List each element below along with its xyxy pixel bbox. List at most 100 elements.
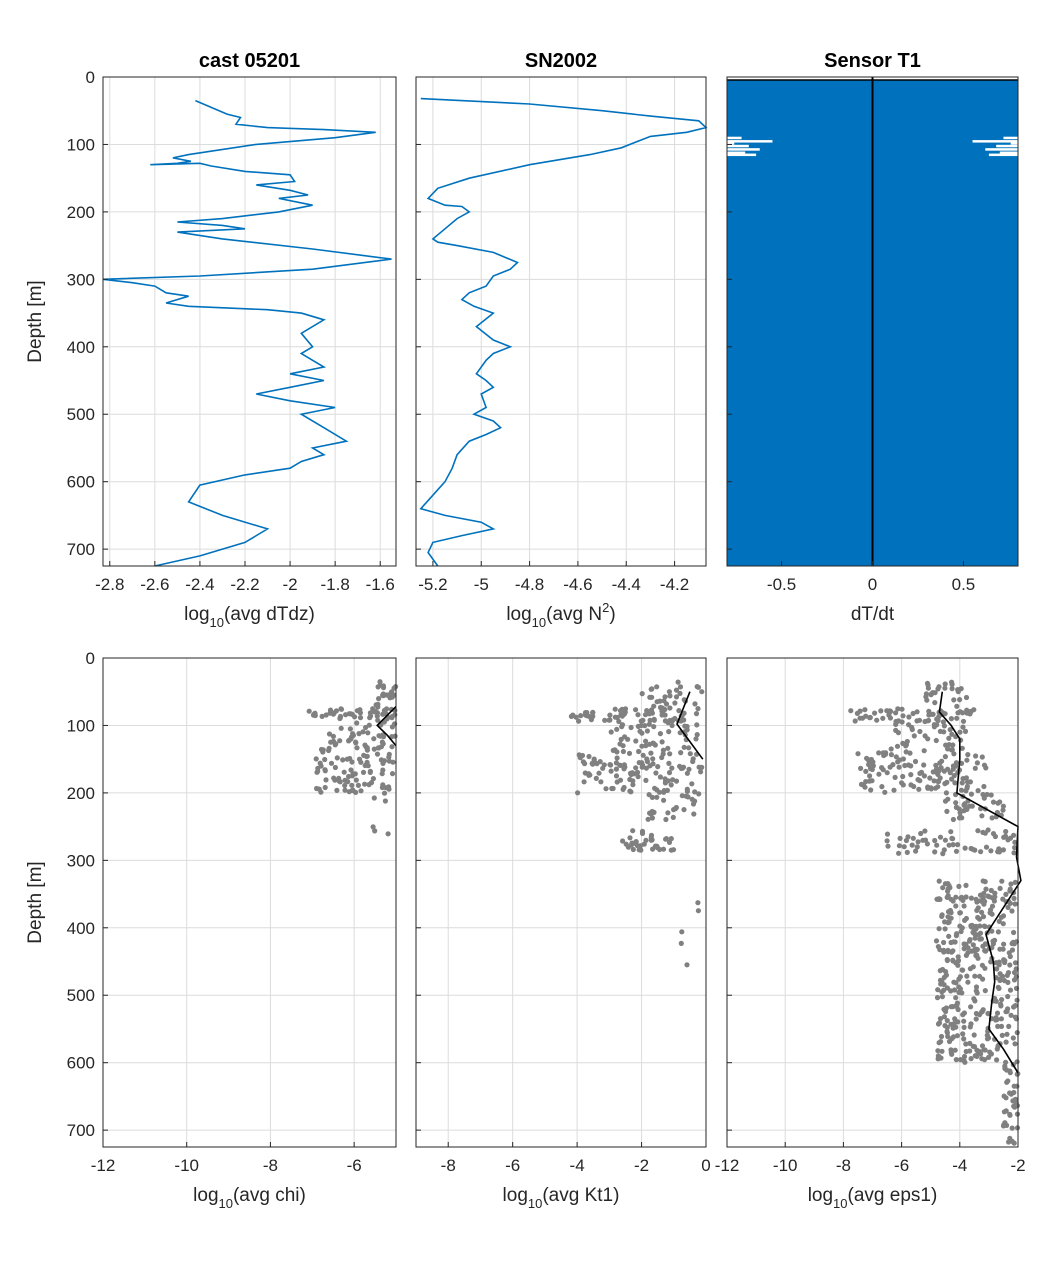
x-tick-label: -2 xyxy=(1010,1156,1025,1175)
scatter-point xyxy=(1014,1030,1020,1036)
scatter-point xyxy=(371,746,377,752)
scatter-point xyxy=(973,753,979,759)
scatter-point xyxy=(1006,1139,1012,1145)
scatter-point xyxy=(935,944,942,950)
scatter-point xyxy=(972,935,978,941)
scatter-point xyxy=(389,744,395,750)
scatter-point xyxy=(956,883,962,890)
scatter-point xyxy=(1000,807,1006,813)
scatter-point xyxy=(868,756,875,763)
scatter-point xyxy=(998,1023,1005,1029)
y-tick-label: 0 xyxy=(86,649,95,668)
scatter-point xyxy=(633,707,639,713)
x-axis-label: log10(avg chi) xyxy=(193,1185,306,1211)
scatter-point xyxy=(603,786,609,792)
scatter-point xyxy=(975,905,981,911)
scatter-point xyxy=(1005,1006,1011,1012)
scatter-point xyxy=(333,741,339,747)
y-tick-label: 400 xyxy=(67,919,95,938)
y-tick-label: 700 xyxy=(67,540,95,559)
scatter-point xyxy=(982,1057,988,1063)
scatter-point xyxy=(389,724,395,730)
scatter-point xyxy=(872,710,878,716)
scatter-point xyxy=(651,740,657,747)
scatter-point xyxy=(942,926,948,932)
scatter-point xyxy=(653,770,659,776)
scatter-point xyxy=(954,703,960,709)
scatter-point xyxy=(629,840,635,846)
x-tick-label: -8 xyxy=(263,1156,278,1175)
scatter-point xyxy=(864,755,870,761)
x-label-subscript: 10 xyxy=(528,1196,542,1211)
scatter-point xyxy=(922,718,928,725)
scatter-point xyxy=(988,1051,995,1057)
scatter-point xyxy=(981,783,987,790)
scatter-point xyxy=(960,710,966,716)
x-label-text-end: ) xyxy=(609,604,615,625)
scatter-point xyxy=(619,713,625,719)
scatter-point xyxy=(955,962,961,968)
scatter-point xyxy=(639,764,645,770)
scatter-point xyxy=(910,710,916,717)
scatter-point xyxy=(870,763,877,769)
scatter-point xyxy=(379,784,385,791)
scatter-point xyxy=(948,896,954,902)
scatter-point xyxy=(964,806,970,813)
scatter-point xyxy=(937,977,944,983)
scatter-point xyxy=(353,740,359,746)
scatter-point xyxy=(949,776,955,782)
scatter-point xyxy=(673,778,680,784)
scatter-point xyxy=(648,707,655,713)
x-tick-label: -2.4 xyxy=(185,575,214,594)
scatter-point xyxy=(1000,921,1006,927)
scatter-point xyxy=(692,789,698,795)
scatter-point xyxy=(586,753,592,760)
scatter-point xyxy=(910,835,916,841)
scatter-point xyxy=(669,765,675,771)
scatter-point xyxy=(673,694,680,700)
scatter-point xyxy=(949,1051,955,1057)
x-tick-label: -6 xyxy=(347,1156,362,1175)
scatter-point xyxy=(941,949,947,955)
x-tick-label: 0 xyxy=(868,575,877,594)
scatter-point xyxy=(355,782,361,789)
scatter-point xyxy=(366,722,372,728)
scatter-point xyxy=(341,769,347,775)
scatter-point xyxy=(1011,895,1017,902)
scatter-point xyxy=(637,846,643,852)
scatter-point xyxy=(951,773,957,779)
scatter-point xyxy=(374,751,381,757)
scatter-point xyxy=(963,694,970,701)
scatter-point xyxy=(610,785,616,792)
scatter-point xyxy=(1011,929,1017,936)
scatter-point xyxy=(1010,1098,1016,1104)
scatter-point xyxy=(315,765,321,771)
scatter-point xyxy=(983,844,990,850)
scatter-point xyxy=(577,755,583,761)
scatter-point xyxy=(937,968,943,974)
scatter-point xyxy=(640,752,646,758)
scatter-point xyxy=(646,792,652,798)
x-tick-label: 0.5 xyxy=(952,575,976,594)
scatter-point xyxy=(876,750,882,756)
scatter-point xyxy=(971,1044,978,1050)
scatter-point xyxy=(905,834,911,840)
scatter-point xyxy=(896,718,902,724)
scatter-point xyxy=(961,946,967,952)
scatter-point xyxy=(337,779,343,785)
scatter-point xyxy=(651,724,657,730)
scatter-point xyxy=(1012,839,1018,845)
scatter-point xyxy=(1003,1095,1009,1101)
scatter-point xyxy=(1001,1109,1008,1115)
scatter-point xyxy=(962,728,969,735)
scatter-point xyxy=(1000,946,1006,952)
x-tick-label: -10 xyxy=(174,1156,199,1175)
scatter-point xyxy=(678,750,684,756)
scatter-point xyxy=(686,766,692,772)
scatter-point xyxy=(982,965,988,971)
scatter-point xyxy=(903,743,909,749)
x-label-main: log xyxy=(193,1185,218,1206)
scatter-point xyxy=(630,782,636,788)
y-tick-label: 200 xyxy=(67,203,95,222)
scatter-point xyxy=(689,781,695,787)
